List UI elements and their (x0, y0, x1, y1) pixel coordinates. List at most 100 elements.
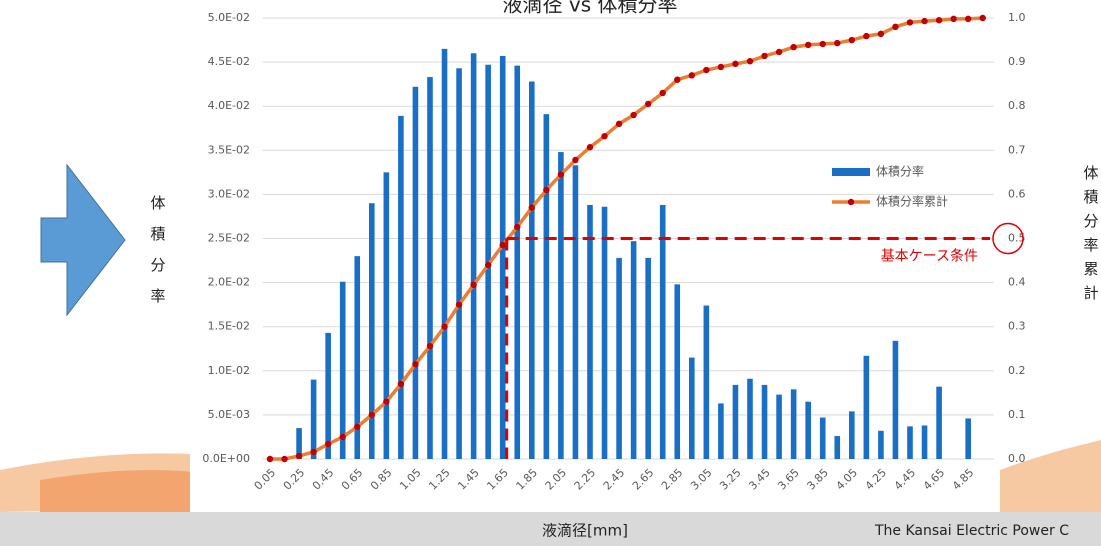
bar (514, 65, 521, 460)
y2-tick-label: 0.8 (1008, 99, 1026, 112)
line-marker (383, 398, 390, 405)
line-marker (281, 455, 288, 463)
legend-label: 体積分率 (876, 164, 924, 179)
line-marker (470, 281, 477, 289)
bar (892, 340, 899, 459)
line-marker (819, 40, 826, 48)
y2-tick-label: 0.4 (1008, 276, 1026, 289)
bar (790, 389, 797, 459)
y-tick-label: 4.0E-02 (208, 99, 250, 112)
bar (921, 425, 928, 459)
y-tick-label: 3.0E-02 (208, 187, 250, 200)
line-marker (586, 144, 594, 151)
line-marker (572, 156, 579, 164)
bar (878, 430, 884, 459)
y2-tick-label: 0.3 (1008, 320, 1026, 333)
bar (354, 256, 361, 459)
arrow (40, 163, 126, 317)
line-marker (863, 32, 870, 40)
line-marker (397, 380, 405, 388)
bar (805, 401, 811, 459)
bar (296, 428, 302, 459)
line-marker (703, 66, 710, 74)
highlight-circle (992, 222, 1024, 255)
line-marker (630, 111, 637, 119)
y-tick-label: 2.0E-02 (208, 276, 250, 289)
bar (819, 417, 826, 459)
deco-wave (1000, 440, 1101, 512)
y2-tick-label: 0.1 (1008, 408, 1026, 421)
line-marker (674, 76, 681, 83)
bar (456, 68, 462, 460)
y-tick-label: 2.5E-02 (208, 232, 250, 245)
y-axis-label: 体積分率 (149, 195, 167, 319)
y2-tick-label: 0.6 (1008, 187, 1026, 200)
line-marker (339, 433, 346, 441)
bar (543, 114, 550, 459)
line-marker (310, 448, 317, 456)
bar (863, 355, 870, 459)
y2-axis-label: 体積分率累計 (1082, 165, 1100, 309)
bar (630, 241, 637, 459)
line-marker (557, 171, 565, 178)
bar (310, 379, 317, 459)
line-marker (892, 23, 899, 31)
line-marker (964, 15, 972, 23)
bar (572, 165, 579, 459)
line-marker (528, 204, 536, 211)
bar (645, 257, 651, 459)
x-axis-label: 液滴径[mm] (542, 522, 628, 540)
line-marker (950, 15, 957, 23)
line-marker (514, 223, 521, 231)
bar (412, 86, 419, 460)
line-marker (644, 100, 652, 108)
bar (965, 418, 971, 459)
bar (383, 172, 390, 459)
legend-swatch (832, 168, 870, 176)
line-marker (761, 52, 768, 60)
line-marker (790, 43, 797, 51)
y-tick-label: 5.0E-02 (208, 11, 250, 24)
bar (616, 257, 622, 459)
legend-label: 体積分率累計 (876, 194, 948, 209)
bar (834, 436, 841, 459)
bar (718, 403, 724, 459)
y-tick-label: 3.5E-02 (208, 143, 250, 156)
bar (936, 386, 942, 459)
line-marker (848, 36, 856, 44)
chart-title: 液滴径 vs 体積分率 (503, 0, 678, 17)
line-marker (906, 19, 914, 26)
bar (339, 281, 346, 459)
y2-tick-label: 0.9 (1008, 55, 1026, 68)
y2-tick-label: 0.5 (1008, 232, 1026, 245)
bar (849, 411, 855, 459)
y2-tick-label: 1.0 (1008, 11, 1026, 24)
line-marker (455, 301, 463, 308)
bar (325, 332, 331, 459)
footer-text: The Kansai Electric Power C (874, 523, 1069, 539)
line-marker (601, 132, 608, 140)
y2-tick-label: 0.7 (1008, 143, 1026, 156)
y2-tick-label: 0.0 (1008, 452, 1026, 465)
bar (689, 357, 695, 459)
line-marker (543, 186, 550, 194)
y-tick-label: 4.5E-02 (208, 55, 250, 68)
line-marker (659, 89, 666, 97)
line-marker (732, 60, 739, 68)
line-marker (935, 17, 943, 24)
bar (499, 55, 506, 460)
line-marker (426, 342, 434, 350)
line-marker (499, 241, 506, 249)
y2-tick-label: 0.2 (1008, 364, 1026, 377)
bar (907, 426, 913, 459)
y-tick-label: 1.5E-02 (208, 320, 250, 333)
y-tick-label: 1.0E-02 (208, 364, 250, 377)
bar (659, 204, 666, 459)
bar (703, 305, 710, 459)
line-marker (354, 423, 361, 431)
bar (529, 81, 535, 459)
line-marker (615, 120, 623, 128)
line-marker (775, 48, 783, 56)
line-marker (441, 323, 448, 330)
